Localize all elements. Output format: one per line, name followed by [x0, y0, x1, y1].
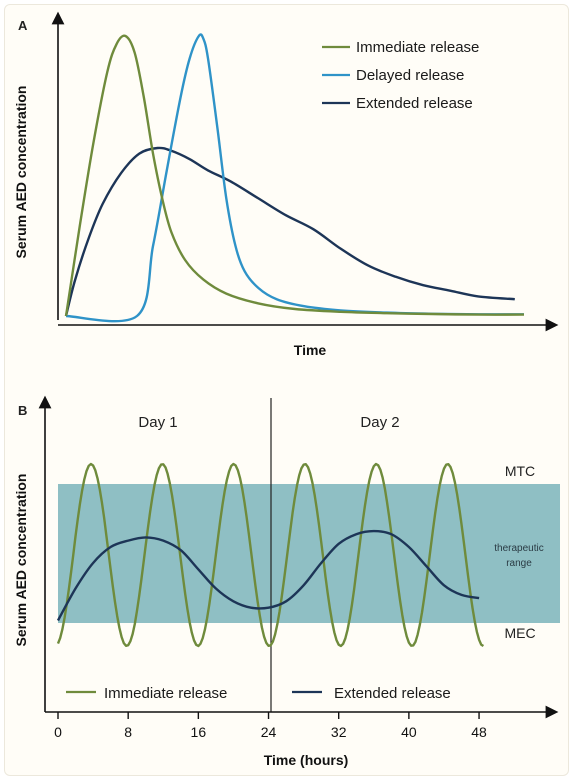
panel-a: A Time Serum AED concentration Immediate… [13, 11, 559, 358]
series-line-immediate-b [56, 462, 485, 648]
x-tick-label-24: 24 [261, 724, 277, 740]
therapeutic-range-band [58, 484, 560, 623]
x-tick-label-0: 0 [54, 724, 62, 740]
legend-label-immediate: Immediate release [356, 39, 479, 56]
series-line-immediate [64, 34, 525, 317]
panel-a-series [64, 33, 525, 323]
x-tick-label-8: 8 [124, 724, 132, 740]
band-inner-label-line2: range [506, 558, 532, 569]
panel-a-legend: Immediate release Delayed release Extend… [322, 39, 479, 112]
legend-label-extended: Extended release [356, 95, 473, 112]
x-tick-label-32: 32 [331, 724, 347, 740]
legend-b-label-extended: Extended release [334, 685, 451, 702]
day-label-2: Day 2 [360, 414, 399, 431]
band-upper-label: MTC [505, 463, 535, 479]
figure-frame [4, 4, 569, 776]
x-tick-label-40: 40 [401, 724, 417, 740]
series-line-extended-b [56, 529, 480, 622]
legend-label-delayed: Delayed release [356, 67, 464, 84]
panel-b-y-label: Serum AED concentration [13, 474, 29, 647]
panel-b-ticks: 0 8 16 24 32 40 48 [54, 712, 487, 740]
panel-a-y-label: Serum AED concentration [13, 86, 29, 259]
panel-a-x-label: Time [294, 342, 327, 358]
panel-b: B MTC MEC therapeutic range Day 1 Day 2 … [13, 395, 560, 768]
x-tick-label-48: 48 [471, 724, 487, 740]
panel-b-letter: B [18, 403, 27, 418]
panel-b-series [56, 462, 485, 648]
x-tick-label-16: 16 [191, 724, 207, 740]
series-line-extended [64, 146, 515, 317]
band-lower-label: MEC [504, 625, 535, 641]
legend-b-label-immediate: Immediate release [104, 685, 227, 702]
panel-a-letter: A [18, 18, 28, 33]
panel-b-legend: Immediate release Extended release [66, 685, 451, 702]
band-inner-label-line1: therapeutic [494, 543, 543, 554]
day-label-1: Day 1 [138, 414, 177, 431]
panel-b-x-label: Time (hours) [264, 752, 349, 768]
